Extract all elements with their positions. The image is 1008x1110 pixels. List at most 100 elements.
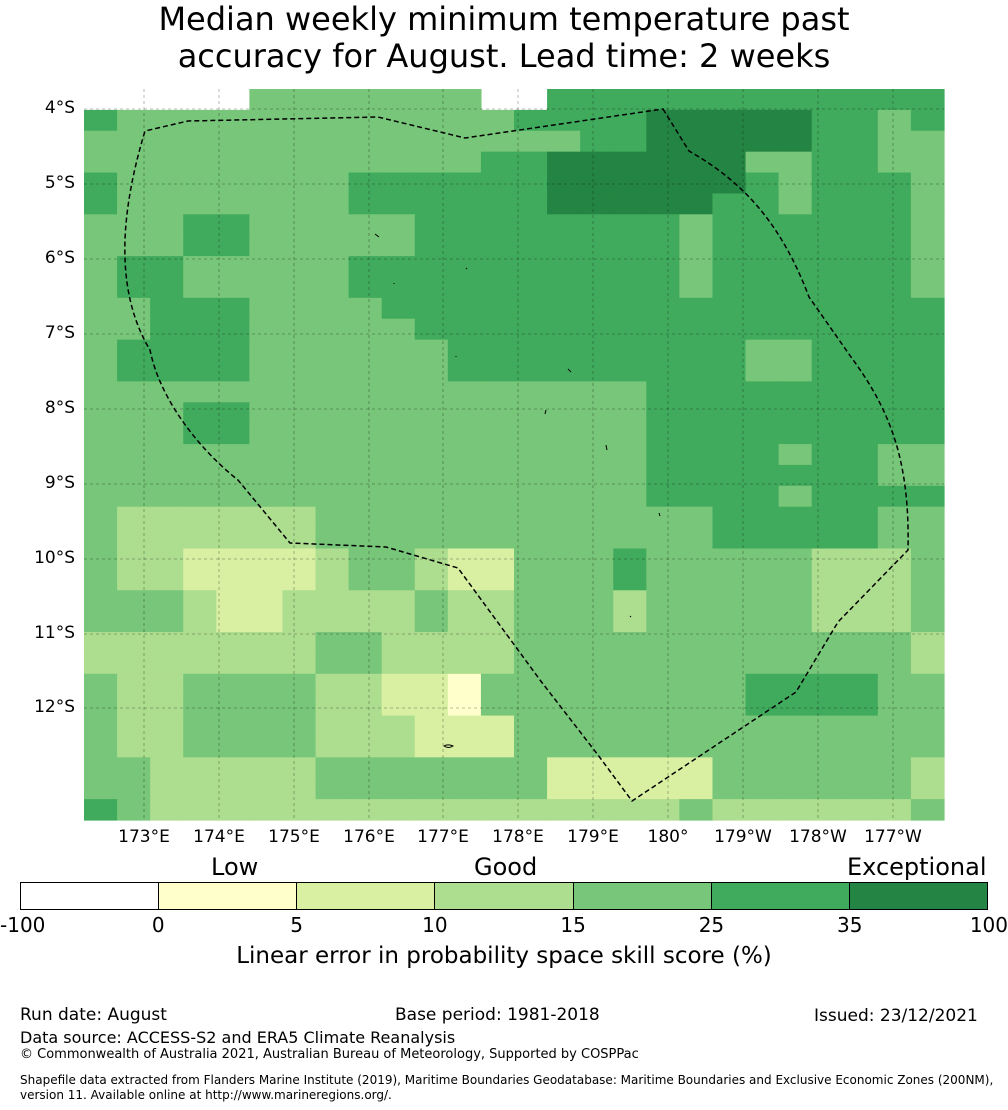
map-cell	[414, 276, 449, 299]
map-cell	[249, 632, 284, 654]
map-cell	[480, 590, 515, 612]
map-cell	[348, 444, 383, 466]
map-cell	[646, 214, 680, 236]
map-cell	[216, 485, 250, 508]
map-cell	[348, 89, 383, 111]
map-cell	[381, 632, 416, 654]
map-cell	[613, 402, 647, 424]
map-cell	[547, 506, 581, 529]
map-cell	[183, 485, 217, 508]
colorbar-tick-label: -100	[0, 913, 46, 937]
map-cell	[315, 214, 350, 236]
map-cell	[712, 569, 747, 591]
map-cell	[844, 130, 879, 153]
map-cell	[877, 715, 912, 738]
map-cell	[877, 652, 912, 675]
colorbar	[20, 882, 988, 910]
issued-date: Issued: 23/12/2021	[814, 1006, 978, 1026]
map-cell	[447, 778, 482, 800]
map-cell	[844, 193, 879, 215]
map-cell	[117, 715, 151, 738]
map-cell	[480, 297, 515, 320]
map-cell	[480, 527, 515, 550]
map-cell	[646, 694, 680, 717]
map-cell	[910, 339, 945, 362]
map-cell	[117, 109, 151, 132]
map-cell	[679, 464, 714, 487]
map-cell	[613, 694, 647, 717]
map-cell	[480, 130, 515, 153]
map-cell	[778, 381, 813, 403]
map-cell	[679, 276, 714, 299]
map-cell	[414, 193, 449, 215]
map-cell	[183, 778, 217, 800]
map-cell	[811, 799, 846, 821]
map-cell	[414, 89, 449, 111]
eez-boundary	[124, 108, 909, 803]
map-cell	[580, 235, 614, 257]
map-cell	[877, 193, 912, 215]
map-cell	[249, 297, 284, 320]
map-cell	[646, 590, 680, 612]
map-cell	[745, 590, 780, 612]
map-cell	[646, 402, 680, 424]
map-cell	[679, 611, 714, 633]
map-cell	[282, 151, 317, 174]
map-cell	[282, 423, 317, 445]
map-cell	[613, 673, 647, 696]
map-cell	[580, 485, 614, 508]
map-cell	[117, 548, 151, 570]
map-cell	[183, 611, 217, 633]
latitude-label: 12°S	[34, 697, 75, 717]
map-cell	[183, 757, 217, 779]
map-cell	[84, 736, 118, 758]
map-cell	[84, 256, 118, 278]
map-cell	[480, 276, 515, 299]
map-cell	[580, 506, 614, 529]
map-cell	[547, 276, 581, 299]
map-cell	[282, 109, 317, 132]
colorbar-segment	[297, 883, 436, 909]
map-cell	[910, 611, 945, 633]
map-cell	[348, 423, 383, 445]
map-cell	[679, 89, 714, 111]
map-cell	[381, 381, 416, 403]
map-cell	[778, 548, 813, 570]
map-cell	[117, 611, 151, 633]
map-cell	[844, 381, 879, 403]
map-cell	[580, 611, 614, 633]
map-cell	[745, 715, 780, 738]
map-cell	[580, 109, 614, 132]
map-cell	[910, 673, 945, 696]
map-cell	[249, 736, 284, 758]
map-cell	[811, 673, 846, 696]
map-cell	[910, 506, 945, 529]
map-cell	[910, 715, 945, 738]
map-cell	[381, 569, 416, 591]
map-cell	[844, 464, 879, 487]
map-cell	[547, 89, 581, 111]
map-cell	[216, 402, 250, 424]
map-cell	[547, 694, 581, 717]
map-cell	[778, 464, 813, 487]
map-cell	[844, 235, 879, 257]
map-cell	[315, 590, 350, 612]
map-cell	[183, 799, 217, 821]
map-cell	[150, 548, 184, 570]
map-cell	[745, 360, 780, 382]
map-cell	[183, 590, 217, 612]
map-cell	[84, 360, 118, 382]
map-cell	[381, 464, 416, 487]
map-cell	[84, 109, 118, 132]
map-cell	[480, 235, 515, 257]
map-cell	[778, 632, 813, 654]
map-cell	[778, 151, 813, 174]
map-cell	[646, 548, 680, 570]
run-date: Run date: August	[20, 1005, 167, 1025]
map-cell	[480, 778, 515, 800]
map-cell	[679, 673, 714, 696]
map-cell	[150, 715, 184, 738]
map-cell	[778, 527, 813, 550]
map-cell	[580, 214, 614, 236]
map-cell	[547, 673, 581, 696]
